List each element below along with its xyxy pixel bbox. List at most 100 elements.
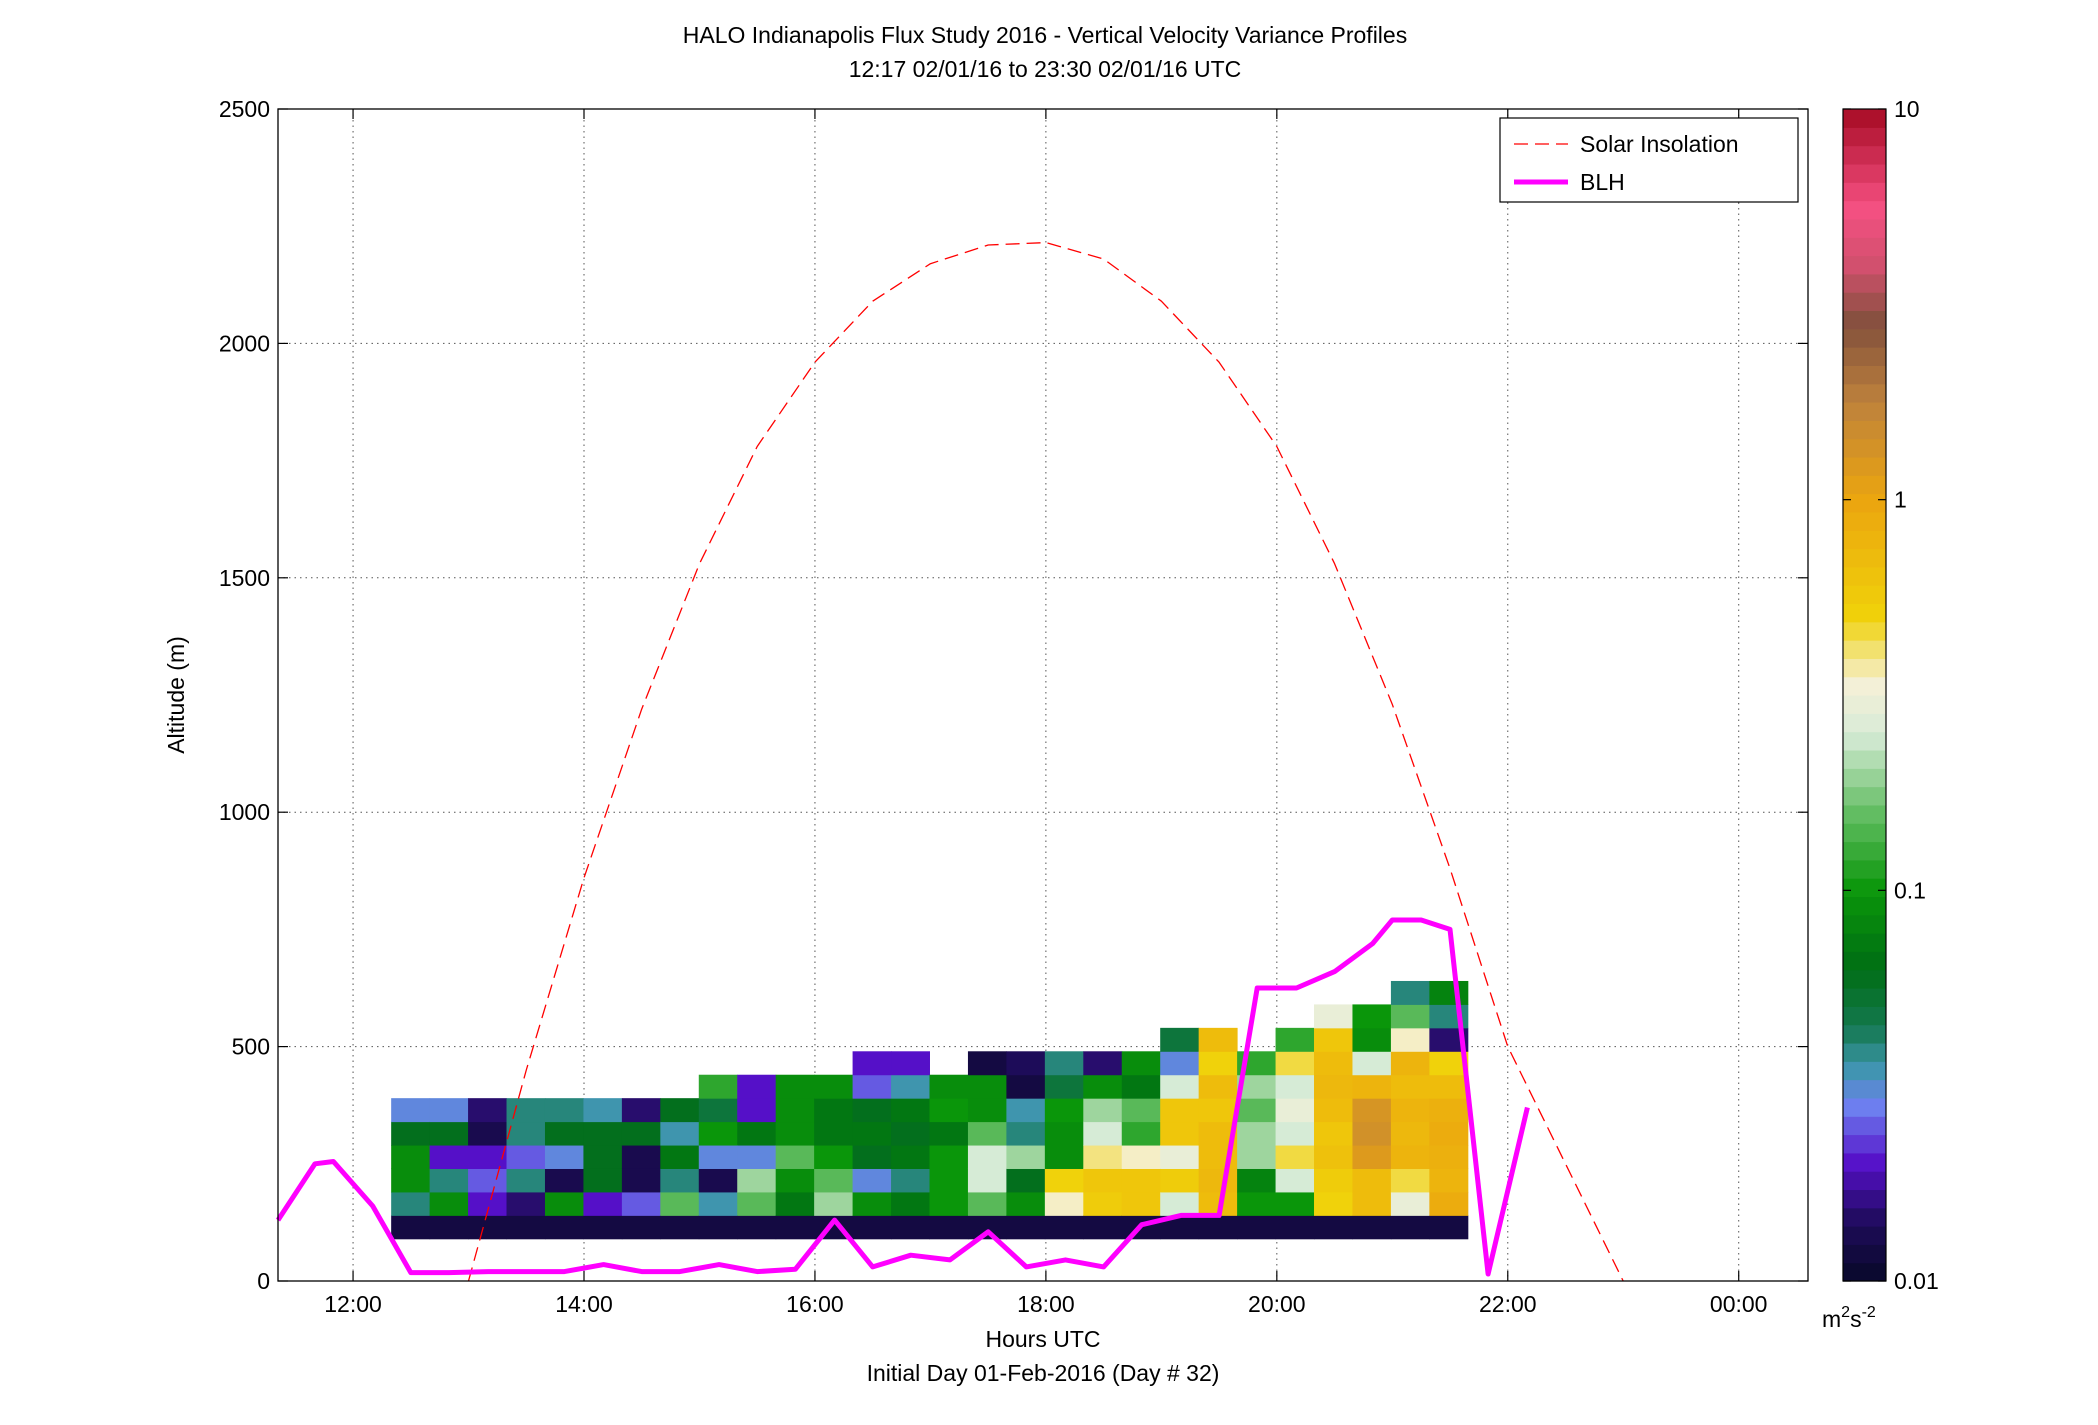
heatmap-cell xyxy=(814,1121,854,1146)
heatmap-cell xyxy=(891,1051,930,1076)
heatmap-cell xyxy=(391,1215,431,1240)
colorbar-segment xyxy=(1843,255,1886,275)
heatmap-cell xyxy=(391,1168,431,1193)
colorbar-segment xyxy=(1843,127,1886,147)
heatmap-cell xyxy=(737,1191,777,1216)
heatmap-cell xyxy=(1121,1051,1161,1076)
heatmap-cell xyxy=(1429,1098,1469,1123)
heatmap-cell xyxy=(1044,1121,1084,1146)
heatmap-cell xyxy=(1083,1191,1123,1216)
colorbar-segment xyxy=(1843,511,1886,531)
heatmap-cell xyxy=(1352,1145,1392,1169)
heatmap-cell xyxy=(929,1191,969,1216)
heatmap-cell xyxy=(1390,1145,1430,1169)
colorbar-unit: m2s-2 xyxy=(1822,1304,1876,1332)
colorbar-tick-label: 0.01 xyxy=(1894,1268,1939,1294)
heatmap-cell xyxy=(737,1121,777,1146)
heatmap-cell xyxy=(544,1168,584,1193)
y-axis-label: Altitude (m) xyxy=(163,636,189,754)
axis-ticks: 12:00 14:00 16:00 18:00 20:00 22:00 00:00 0 500 1… xyxy=(219,96,1808,1317)
heatmap-cell xyxy=(1237,1168,1277,1193)
heatmap-cell xyxy=(1083,1074,1123,1099)
heatmap-cell xyxy=(1429,1145,1469,1169)
legend: Solar Insolation BLH xyxy=(1499,117,1799,203)
heatmap-cell xyxy=(1160,1074,1200,1099)
heatmap-cell xyxy=(1314,1191,1353,1216)
heatmap-cell xyxy=(1390,1191,1430,1216)
heatmap-cell xyxy=(1390,1027,1430,1052)
heatmap-cell xyxy=(891,1074,930,1099)
colorbar-segment xyxy=(1843,237,1886,257)
heatmap-cell xyxy=(852,1168,892,1193)
heatmap-cell xyxy=(429,1121,469,1146)
heatmap-cell xyxy=(1275,1051,1315,1076)
colorbar-segment xyxy=(1843,292,1886,312)
heatmap-cell xyxy=(660,1215,700,1240)
heatmap-cell xyxy=(698,1168,738,1193)
heatmap-cell xyxy=(1275,1074,1315,1099)
heatmap-cell xyxy=(1429,1051,1469,1076)
heatmap-cell xyxy=(429,1145,469,1169)
colorbar-segment xyxy=(1843,182,1886,202)
heatmap-cell xyxy=(1083,1145,1123,1169)
heatmap-cell xyxy=(891,1121,930,1146)
y-tick-label: 2000 xyxy=(219,330,270,356)
heatmap-cell xyxy=(1275,1121,1315,1146)
heatmap-cell xyxy=(814,1145,854,1169)
colorbar-segment xyxy=(1843,438,1886,458)
colorbar-unit-base: m xyxy=(1822,1306,1841,1332)
heatmap-cell xyxy=(506,1098,546,1123)
heatmap-cell xyxy=(1237,1145,1277,1169)
colorbar-segment xyxy=(1843,402,1886,421)
heatmap-cell xyxy=(1198,1215,1238,1240)
colorbar-segment xyxy=(1843,1042,1886,1062)
heatmap-cell xyxy=(1314,1027,1353,1052)
colorbar-segment xyxy=(1843,1207,1886,1227)
colorbar-ticks: 0.01 0.1 1 10 xyxy=(1843,96,1939,1294)
y-tick-label: 1500 xyxy=(219,565,270,591)
colorbar-segment xyxy=(1843,163,1886,183)
heatmap-cell xyxy=(468,1215,508,1240)
heatmap-cell xyxy=(698,1098,738,1123)
colorbar-segment xyxy=(1843,1189,1886,1209)
heatmap-cell xyxy=(852,1074,892,1099)
heatmap-cell xyxy=(1006,1215,1046,1240)
heatmap-cell xyxy=(1160,1027,1200,1052)
colorbar-segment xyxy=(1843,1024,1886,1044)
heatmap-cell xyxy=(967,1121,1007,1146)
heatmap-cell xyxy=(698,1191,738,1216)
x-axis-sublabel: Initial Day 01-Feb-2016 (Day # 32) xyxy=(867,1360,1220,1386)
heatmap-cell xyxy=(1160,1145,1200,1169)
heatmap-cell xyxy=(775,1074,815,1099)
heatmap-cell xyxy=(1390,1168,1430,1193)
y-tick-label: 2500 xyxy=(219,96,270,122)
colorbar-segment xyxy=(1843,310,1886,330)
heatmap-cell xyxy=(698,1215,738,1240)
heatmap-cell xyxy=(852,1121,892,1146)
heatmap-cell xyxy=(929,1215,969,1240)
heatmap-cell xyxy=(1083,1121,1123,1146)
heatmap-cell xyxy=(1006,1051,1046,1076)
heatmap-cell xyxy=(1121,1121,1161,1146)
heatmap-cell xyxy=(1390,1051,1430,1076)
heatmap-cell xyxy=(891,1098,930,1123)
heatmap-cell xyxy=(583,1145,623,1169)
heatmap-cell xyxy=(429,1215,469,1240)
heatmap-cell xyxy=(544,1098,584,1123)
heatmap-cell xyxy=(814,1074,854,1099)
heatmap-cell xyxy=(891,1168,930,1193)
heatmap-cell xyxy=(852,1051,892,1076)
heatmap-cell xyxy=(1237,1074,1277,1099)
colorbar-segment xyxy=(1843,347,1886,366)
heatmap-cell xyxy=(1390,1098,1430,1123)
heatmap-cell xyxy=(929,1168,969,1193)
heatmap-cell xyxy=(1352,1074,1392,1099)
colorbar-segment xyxy=(1843,1244,1886,1264)
blh-line xyxy=(275,917,1530,1277)
chart-title: HALO Indianapolis Flux Study 2016 - Vert… xyxy=(683,22,1407,48)
heatmap-cell xyxy=(660,1168,700,1193)
heatmap-cell xyxy=(1352,1215,1392,1240)
colorbar-segment xyxy=(1843,1097,1886,1117)
heatmap-cell xyxy=(1044,1191,1084,1216)
heatmap-cell xyxy=(967,1098,1007,1123)
